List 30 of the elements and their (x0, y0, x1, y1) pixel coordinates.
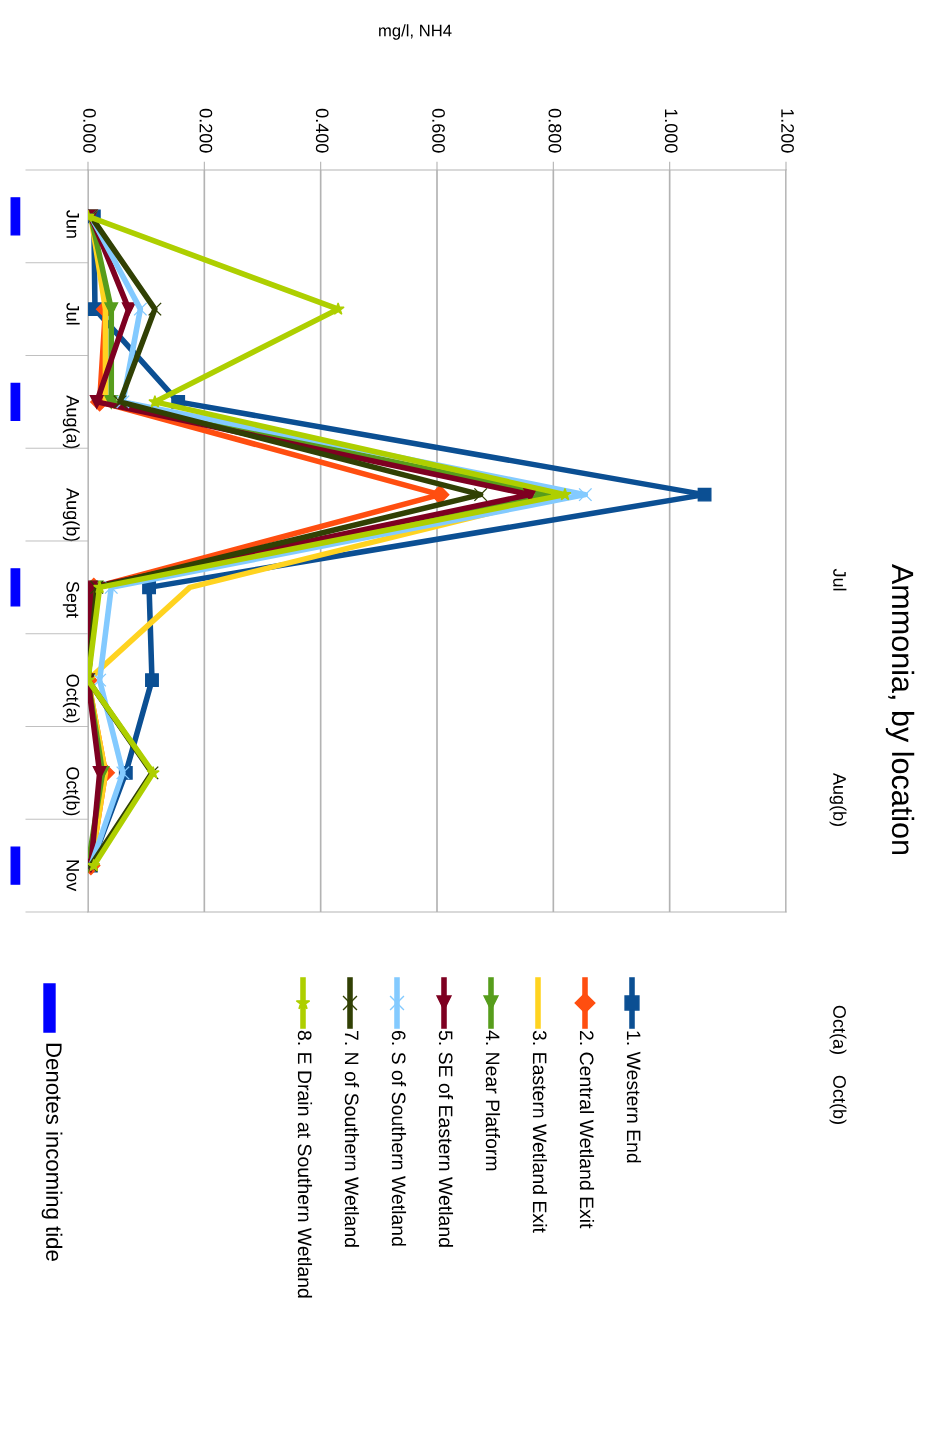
text: Ammonia, by location (885, 564, 915, 855)
x-axis-title: mg/l, NH4 (379, 24, 452, 40)
legend-label: 2. Central Wetland Exit (579, 1030, 595, 1229)
text: Oct(b) (829, 1075, 847, 1124)
x-tick-label: 0.400 (315, 108, 329, 153)
legend-label: 4. Near Platform (485, 1030, 501, 1171)
legend-label: 7. N of Southern Wetland (344, 1031, 360, 1247)
legend-label: 3. Eastern Wetland Exit (532, 1030, 548, 1233)
y-tick-label: Aug(b) (62, 488, 80, 542)
y-tick-label: Sept (62, 581, 80, 618)
y-tick-label: Oct(b) (62, 767, 80, 816)
legend-label: Denotes incoming tide (41, 1043, 63, 1261)
y-tick-label: Aug(a) (62, 395, 80, 449)
legend-label: 5. SE of Eastern Wetland (438, 1030, 454, 1247)
y-tick-label: Nov (66, 860, 79, 892)
text: Aug(b) (829, 772, 847, 826)
legend-label: 6. S of Southern Wetland (391, 1030, 407, 1246)
x-tick-label: 0.000 (83, 108, 96, 153)
text: Oct(a) (829, 1005, 847, 1054)
x-tick-label: 1.200 (781, 109, 794, 153)
legend-label: 8. E Drain at Southern Wetland (297, 1030, 313, 1298)
x-tick-label: 0.200 (199, 108, 213, 153)
legend-label: 1. Western End (626, 1031, 642, 1163)
x-tick-label: 0.800 (548, 108, 562, 153)
y-tick-label: Oct(a) (62, 674, 80, 723)
x-tick-label: 1.000 (664, 109, 678, 153)
x-tick-label: 0.600 (432, 108, 445, 153)
y-tick-label: Jul (66, 302, 80, 325)
y-tick-label: Jun (66, 210, 79, 238)
text: Jul (833, 568, 847, 591)
